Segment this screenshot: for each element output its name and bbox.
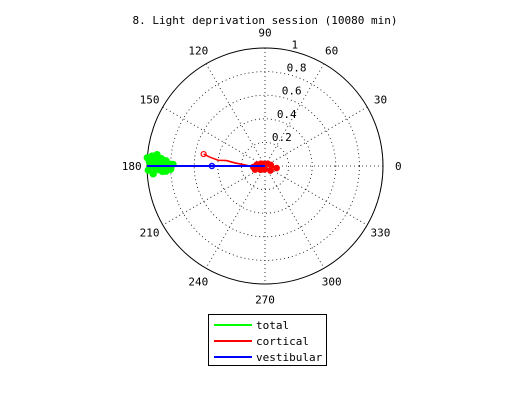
series-cortical xyxy=(200,150,280,174)
radius-tick-label-3: 0.8 xyxy=(287,62,307,75)
angle-tick-label-30: 30 xyxy=(374,93,387,106)
angle-tick-label-180: 180 xyxy=(122,160,142,173)
legend-label-cortical: cortical xyxy=(256,335,309,348)
series-vestibular xyxy=(147,162,265,170)
marker-vestibular xyxy=(208,162,216,170)
legend-entry-vestibular: vestibular xyxy=(214,351,323,364)
spoke-120 xyxy=(205,63,325,269)
radius-tick-label-4: 1 xyxy=(292,39,299,52)
radius-tick-label-1: 0.4 xyxy=(277,108,297,121)
legend: total cortical vestibular xyxy=(208,314,327,366)
legend-label-total: total xyxy=(256,319,289,332)
angle-tick-label-0: 0 xyxy=(395,160,402,173)
spoke-30 xyxy=(162,106,368,226)
radius-tick-label-0: 0.2 xyxy=(272,131,292,144)
angle-tick-labels: 0 30 60 90 120 150 180 210 240 270 300 330 xyxy=(122,27,402,307)
spoke-150 xyxy=(162,106,368,226)
angle-tick-label-300: 300 xyxy=(322,275,342,288)
chart-title: 8. Light deprivation session (10080 min) xyxy=(133,14,398,27)
angle-tick-label-330: 330 xyxy=(371,227,391,240)
legend-label-vestibular: vestibular xyxy=(256,351,323,364)
angle-tick-label-210: 210 xyxy=(140,227,160,240)
angle-tick-label-240: 240 xyxy=(188,275,208,288)
angle-tick-label-150: 150 xyxy=(140,93,160,106)
line-total xyxy=(146,153,175,176)
radius-ring-2 xyxy=(193,94,337,238)
marker-start-cortical xyxy=(200,150,207,158)
legend-entry-cortical: cortical xyxy=(214,335,309,348)
angle-tick-label-120: 120 xyxy=(188,45,208,58)
point-cortical-11 xyxy=(273,164,280,172)
radius-ring-0 xyxy=(240,141,289,190)
angle-tick-label-60: 60 xyxy=(325,45,338,58)
legend-entry-total: total xyxy=(214,319,289,332)
point-cortical-10 xyxy=(267,167,274,174)
point-cortical-9 xyxy=(261,166,268,173)
data-series xyxy=(143,150,280,178)
spoke-60 xyxy=(205,63,325,269)
radius-tick-labels: 0.2 0.4 0.6 0.8 1 xyxy=(272,39,307,144)
angle-tick-label-270: 270 xyxy=(255,293,275,306)
radius-tick-label-2: 0.6 xyxy=(282,85,302,98)
angle-tick-label-90: 90 xyxy=(258,27,271,40)
series-total xyxy=(143,150,177,178)
